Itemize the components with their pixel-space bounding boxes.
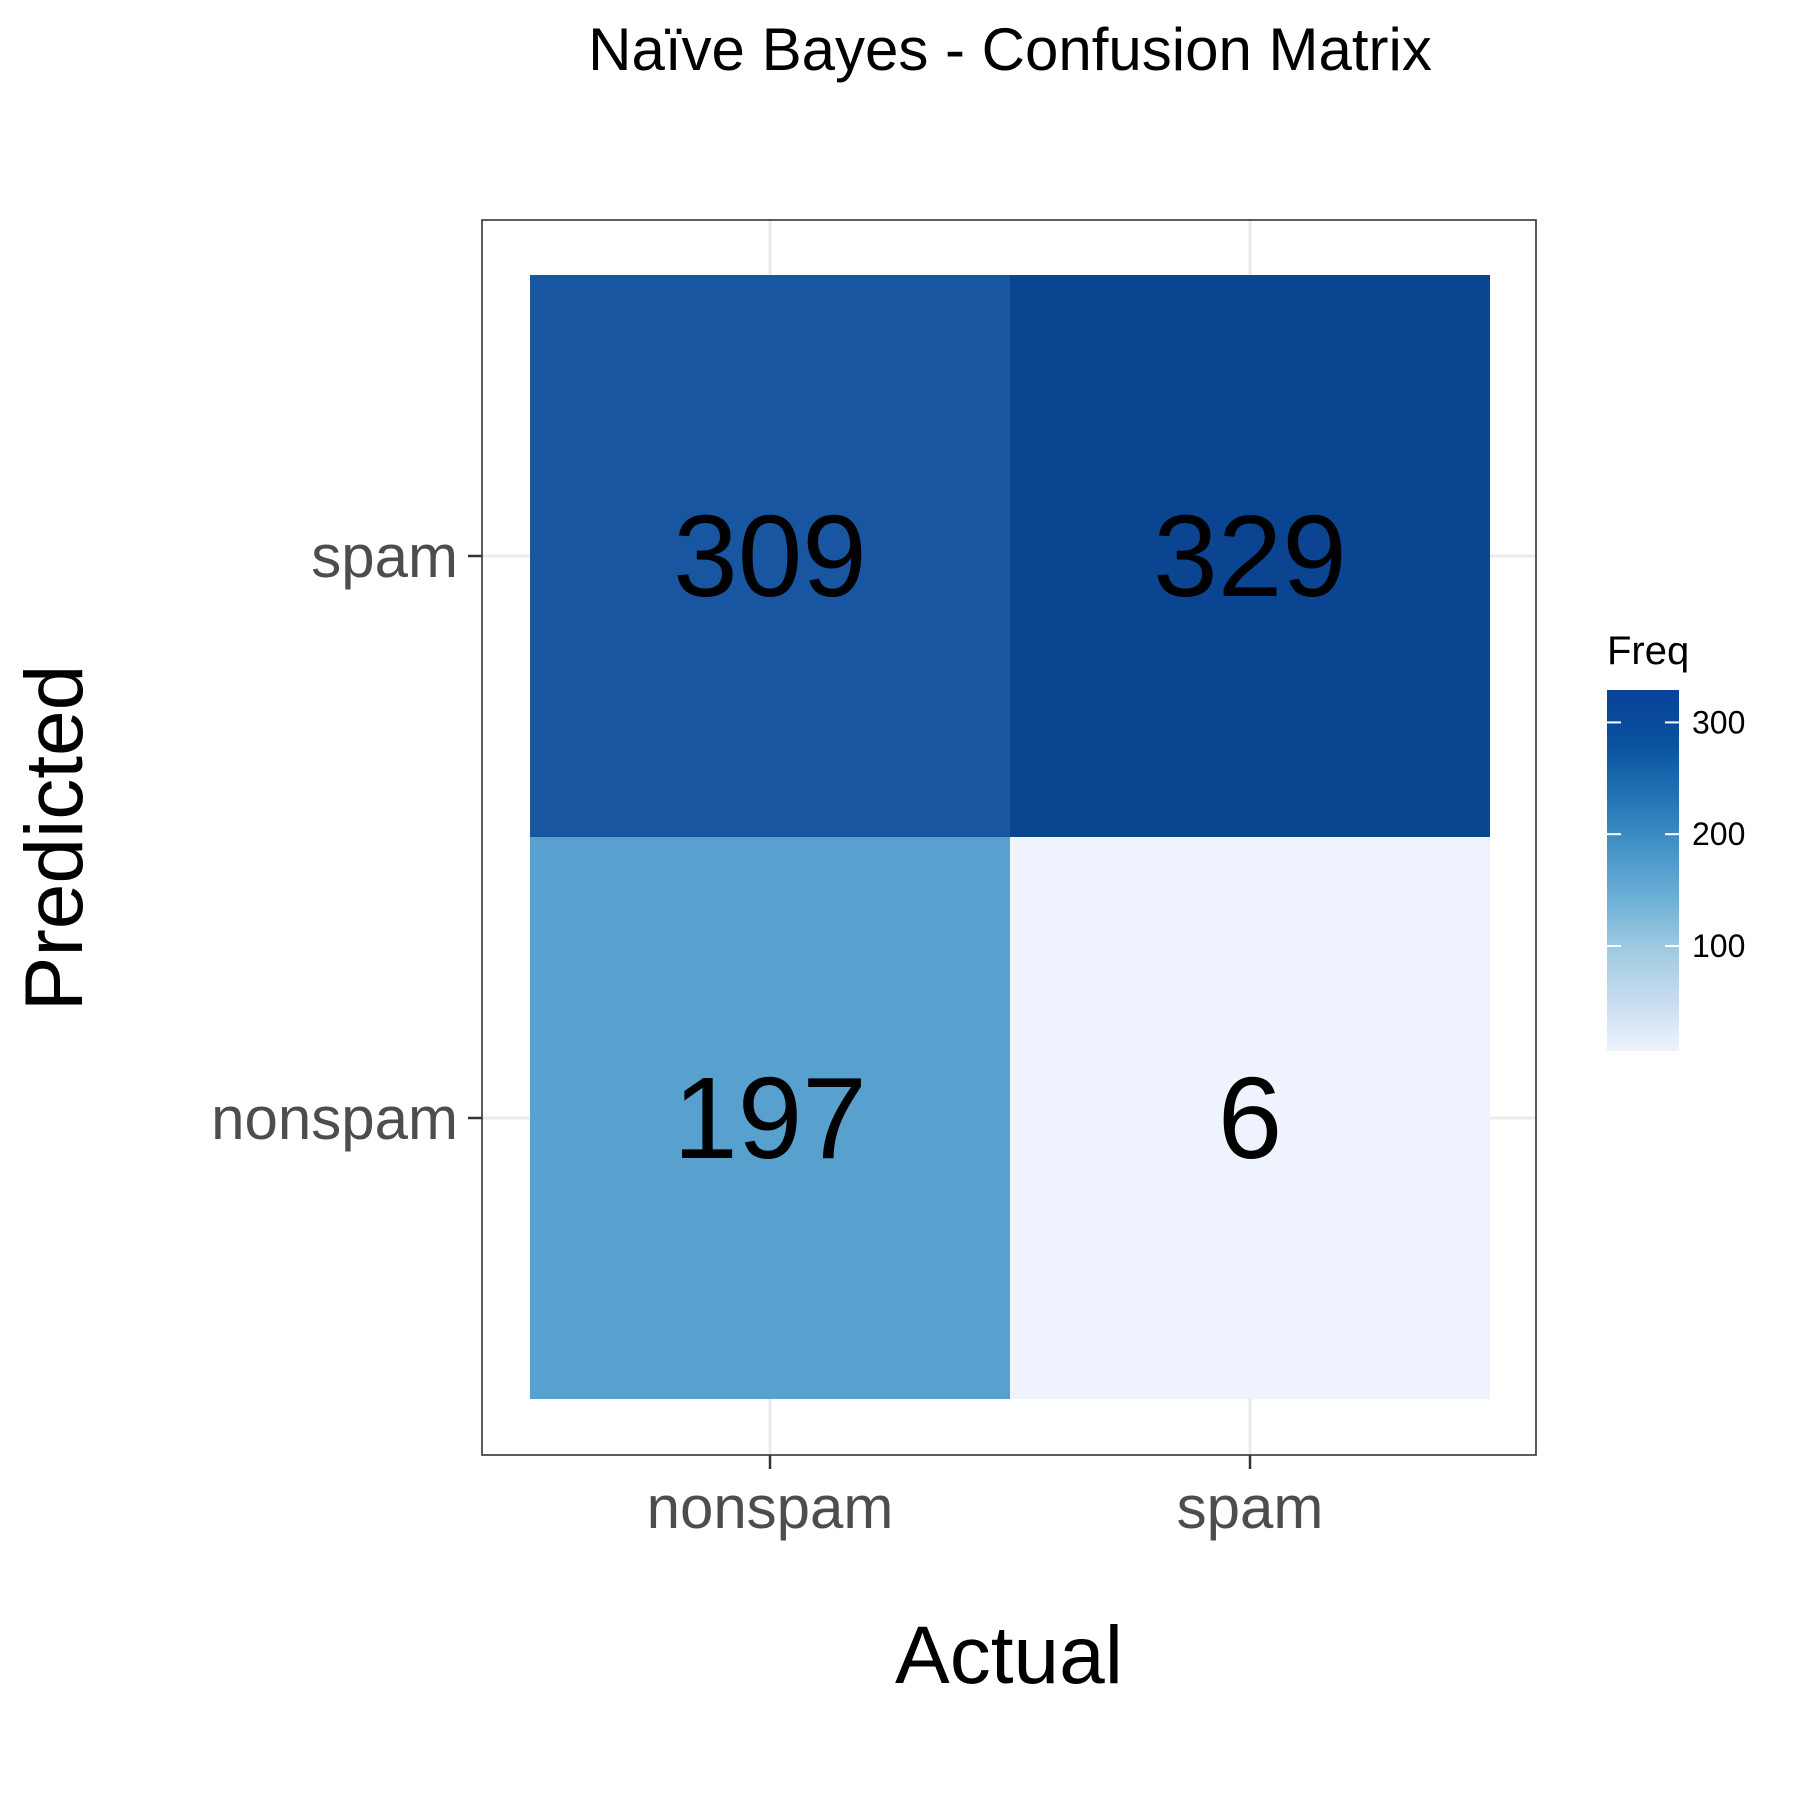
legend-tick-label: 100	[1692, 928, 1745, 964]
chart-title: Naïve Bayes - Confusion Matrix	[588, 16, 1432, 83]
plot-panel: 309 329 197 6	[481, 219, 1537, 1456]
y-axis-label: Predicted	[9, 665, 100, 1011]
legend-tick-label: 200	[1692, 816, 1745, 852]
legend-colorbar	[1607, 690, 1679, 1051]
y-tick-label: spam	[311, 523, 458, 590]
cell-value-label: 6	[1218, 1053, 1283, 1183]
legend-ticks: 100 200 300	[1607, 704, 1745, 964]
y-axis: nonspam spam	[211, 523, 482, 1152]
cell-value-label: 329	[1153, 491, 1347, 621]
cell-value-label: 309	[673, 491, 867, 621]
heatmap-cell-spam-nonspam	[530, 275, 1010, 837]
x-tick-label: nonspam	[647, 1474, 894, 1541]
cell-value-label: 197	[673, 1053, 867, 1183]
x-axis: nonspam spam	[647, 1455, 1324, 1541]
cell-labels: 309 329 197 6	[673, 491, 1347, 1183]
heatmap-cells	[530, 275, 1490, 1399]
x-tick-label: spam	[1177, 1474, 1324, 1541]
legend: Freq 100 200 300	[1607, 629, 1745, 1051]
y-tick-label: nonspam	[211, 1085, 458, 1152]
legend-title: Freq	[1607, 629, 1689, 673]
heatmap-cell-nonspam-nonspam	[530, 837, 1010, 1399]
panel-border	[481, 219, 1537, 1456]
heatmap-cell-nonspam-spam	[1010, 837, 1490, 1399]
legend-tick-label: 300	[1692, 704, 1745, 740]
heatmap-cell-spam-spam	[1010, 275, 1490, 837]
x-axis-label: Actual	[895, 1610, 1123, 1701]
